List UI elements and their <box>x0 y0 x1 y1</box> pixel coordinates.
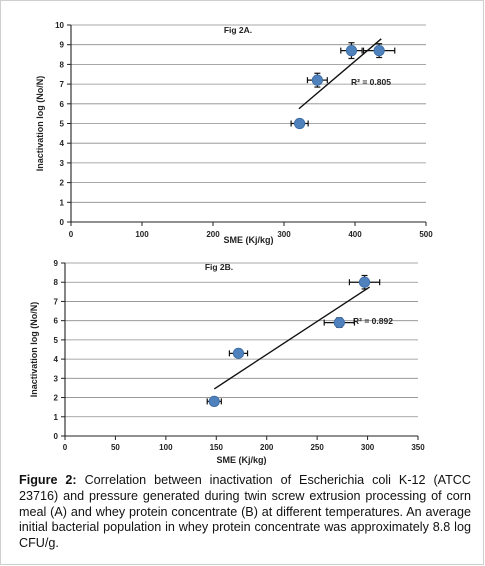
x-tick-label: 200 <box>206 230 220 239</box>
y-tick-label: 4 <box>54 355 59 364</box>
data-point <box>232 347 245 359</box>
r-squared-label: R² = 0.805 <box>351 77 391 87</box>
y-tick-label: 4 <box>60 139 65 148</box>
data-point <box>373 45 385 57</box>
x-axis-label: SME (Kj/kg) <box>216 455 266 465</box>
y-tick-label: 7 <box>54 297 59 306</box>
y-tick-label: 0 <box>54 432 59 441</box>
chart-fig-2b: 0 1 2 3 4 5 6 7 8 9 0 50 100 150 200 250 300 350 Fig 2B. SM… <box>29 259 425 465</box>
r-squared-label: R² = 0.892 <box>353 316 393 326</box>
y-axis-label: Inactivation log (No/N) <box>29 302 39 398</box>
y-tick-label: 3 <box>54 374 59 383</box>
y-tick-label: 10 <box>55 21 64 30</box>
chart-title: Fig 2B. <box>205 262 233 272</box>
y-tick-label: 0 <box>60 218 65 227</box>
caption-label: Figure 2: <box>19 473 77 487</box>
y-tick-label: 1 <box>60 198 65 207</box>
y-tick-label: 8 <box>60 60 65 69</box>
y-tick-label: 5 <box>54 336 59 345</box>
y-axis-label: Inactivation log (No/N) <box>35 76 45 172</box>
x-axis-label: SME (Kj/kg) <box>223 235 273 245</box>
figure-caption: Figure 2: Correlation between inactivati… <box>19 473 471 552</box>
y-tick-label: 2 <box>54 394 59 403</box>
x-tick-label: 100 <box>135 230 149 239</box>
x-tick-label: 0 <box>69 230 74 239</box>
x-tick-label: 0 <box>63 443 68 452</box>
data-point <box>345 45 358 57</box>
y-tick-label: 6 <box>54 317 59 326</box>
y-tick-label: 1 <box>54 413 59 422</box>
data-point <box>358 276 371 288</box>
x-tick-label: 300 <box>361 443 375 452</box>
y-tick-label: 2 <box>60 179 65 188</box>
x-tick-label: 200 <box>260 443 274 452</box>
x-tick-label: 250 <box>310 443 324 452</box>
y-tick-label: 9 <box>54 259 59 268</box>
x-tick-label: 100 <box>159 443 173 452</box>
x-tick-label: 400 <box>348 230 362 239</box>
data-point <box>208 395 220 407</box>
y-tick-label: 9 <box>60 41 65 50</box>
data-point <box>333 316 345 329</box>
y-tick-label: 6 <box>60 100 65 109</box>
caption-text: Correlation between inactivation of Esch… <box>19 473 472 551</box>
trendline <box>298 38 382 110</box>
x-tick-label: 150 <box>210 443 224 452</box>
x-tick-label: 50 <box>111 443 120 452</box>
y-tick-label: 7 <box>60 80 65 89</box>
y-tick-label: 8 <box>54 278 59 287</box>
x-tick-label: 300 <box>277 230 291 239</box>
trendline <box>213 286 370 390</box>
chart-title: Fig 2A. <box>224 25 252 35</box>
x-tick-label: 350 <box>411 443 425 452</box>
data-point <box>294 117 306 130</box>
data-point <box>311 74 323 86</box>
x-tick-label: 500 <box>419 230 433 239</box>
y-tick-label: 3 <box>60 159 65 168</box>
y-tick-label: 5 <box>60 120 65 129</box>
